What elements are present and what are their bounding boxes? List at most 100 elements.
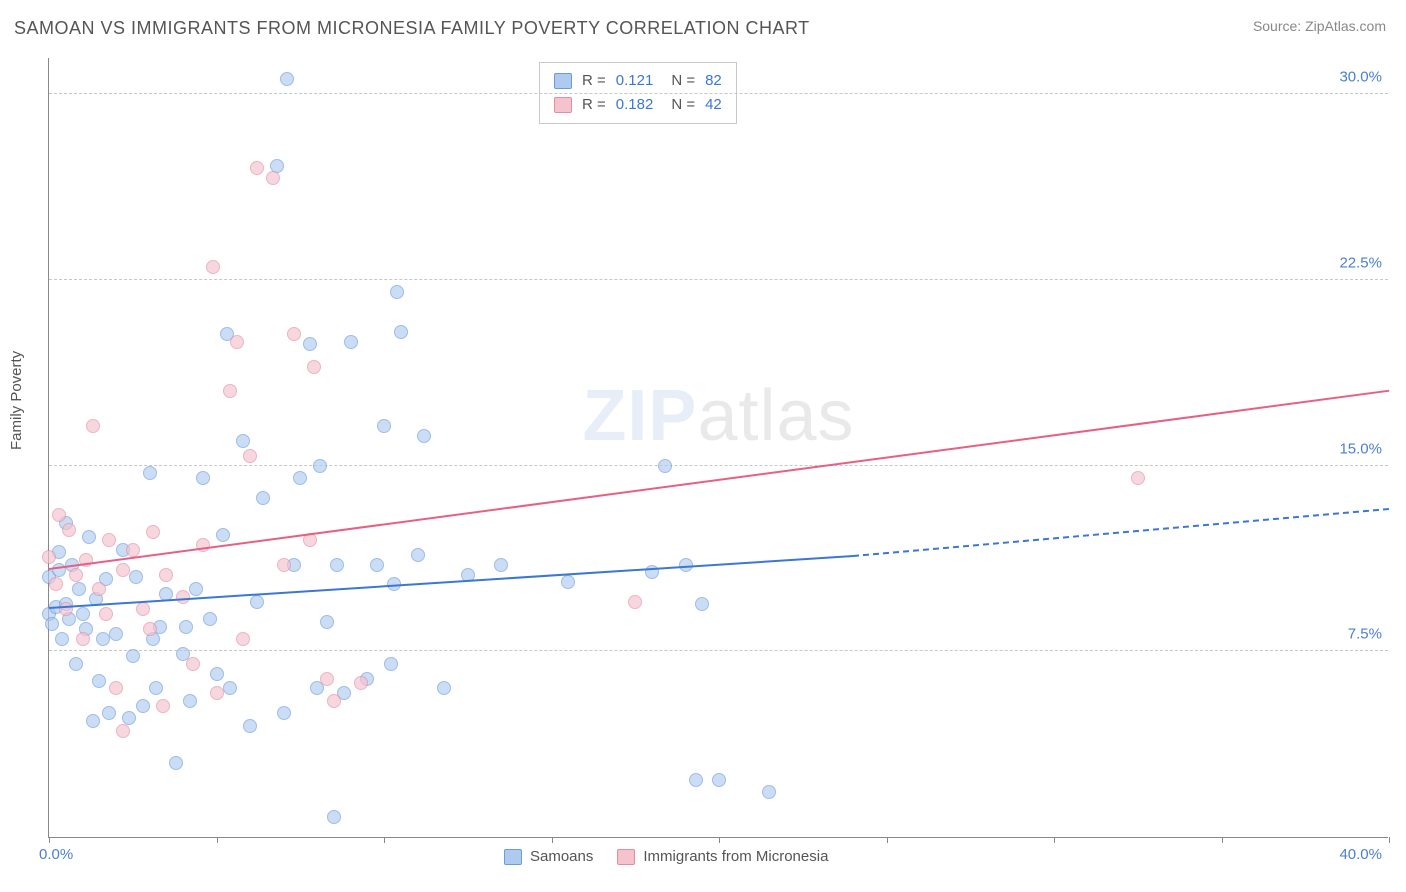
data-point [183, 694, 197, 708]
data-point [102, 533, 116, 547]
data-point [82, 530, 96, 544]
data-point [76, 632, 90, 646]
data-point [99, 607, 113, 621]
data-point [102, 706, 116, 720]
n-value: 42 [705, 93, 722, 117]
chart-title: SAMOAN VS IMMIGRANTS FROM MICRONESIA FAM… [14, 18, 810, 39]
data-point [236, 434, 250, 448]
data-point [327, 810, 341, 824]
r-value: 0.121 [616, 69, 654, 93]
r-label: R = [582, 93, 606, 117]
data-point [126, 649, 140, 663]
data-point [330, 558, 344, 572]
data-point [179, 620, 193, 634]
data-point [42, 550, 56, 564]
data-point [344, 335, 358, 349]
data-point [52, 508, 66, 522]
data-point [762, 785, 776, 799]
data-point [203, 612, 217, 626]
data-point [417, 429, 431, 443]
data-point [243, 449, 257, 463]
data-point [658, 459, 672, 473]
data-point [196, 471, 210, 485]
data-point [55, 632, 69, 646]
data-point [216, 528, 230, 542]
data-point [109, 681, 123, 695]
data-point [223, 384, 237, 398]
watermark-thin: atlas [697, 376, 854, 456]
data-point [206, 260, 220, 274]
data-point [394, 325, 408, 339]
x-tick [719, 837, 720, 843]
y-axis-label: Family Poverty [8, 351, 25, 450]
data-point [494, 558, 508, 572]
data-point [256, 491, 270, 505]
data-point [189, 582, 203, 596]
data-point [59, 602, 73, 616]
data-point [149, 681, 163, 695]
data-point [320, 615, 334, 629]
legend-stat-row: R =0.182N =42 [554, 93, 722, 117]
data-point [561, 575, 575, 589]
data-point [293, 471, 307, 485]
data-point [384, 657, 398, 671]
gridline [49, 650, 1388, 651]
data-point [143, 622, 157, 636]
data-point [116, 563, 130, 577]
data-point [52, 563, 66, 577]
r-value: 0.182 [616, 93, 654, 117]
legend-swatch [617, 849, 635, 865]
x-tick [217, 837, 218, 843]
chart-container: SAMOAN VS IMMIGRANTS FROM MICRONESIA FAM… [0, 0, 1406, 892]
y-tick-label: 22.5% [1339, 254, 1382, 271]
y-tick-label: 7.5% [1348, 626, 1382, 643]
data-point [76, 607, 90, 621]
data-point [695, 597, 709, 611]
x-tick [887, 837, 888, 843]
data-point [280, 72, 294, 86]
data-point [136, 699, 150, 713]
data-point [136, 602, 150, 616]
data-point [307, 360, 321, 374]
data-point [411, 548, 425, 562]
data-point [236, 632, 250, 646]
x-tick [1222, 837, 1223, 843]
data-point [390, 285, 404, 299]
data-point [45, 617, 59, 631]
data-point [72, 582, 86, 596]
y-tick-label: 15.0% [1339, 440, 1382, 457]
data-point [313, 459, 327, 473]
legend-swatch [554, 73, 572, 89]
regression-line [49, 389, 1389, 569]
x-axis-max: 40.0% [1339, 846, 1382, 863]
x-axis-min: 0.0% [39, 846, 73, 863]
data-point [126, 543, 140, 557]
data-point [69, 568, 83, 582]
data-point [86, 419, 100, 433]
data-point [320, 672, 334, 686]
x-tick [1054, 837, 1055, 843]
data-point [92, 674, 106, 688]
x-tick [552, 837, 553, 843]
data-point [129, 570, 143, 584]
legend-item: Samoans [504, 848, 593, 865]
plot-area: ZIPatlas R =0.121N =82R =0.182N =42 Samo… [48, 58, 1388, 838]
data-point [116, 724, 130, 738]
data-point [277, 558, 291, 572]
x-tick [384, 837, 385, 843]
data-point [437, 681, 451, 695]
n-label: N = [671, 69, 695, 93]
data-point [277, 706, 291, 720]
x-tick [1389, 837, 1390, 843]
gridline [49, 465, 1388, 466]
data-point [689, 773, 703, 787]
data-point [69, 657, 83, 671]
watermark-bold: ZIP [582, 376, 697, 456]
data-point [250, 161, 264, 175]
data-point [109, 627, 123, 641]
data-point [712, 773, 726, 787]
data-point [159, 568, 173, 582]
source-label: Source: ZipAtlas.com [1253, 18, 1386, 34]
legend-swatch [554, 97, 572, 113]
legend-stat-row: R =0.121N =82 [554, 69, 722, 93]
